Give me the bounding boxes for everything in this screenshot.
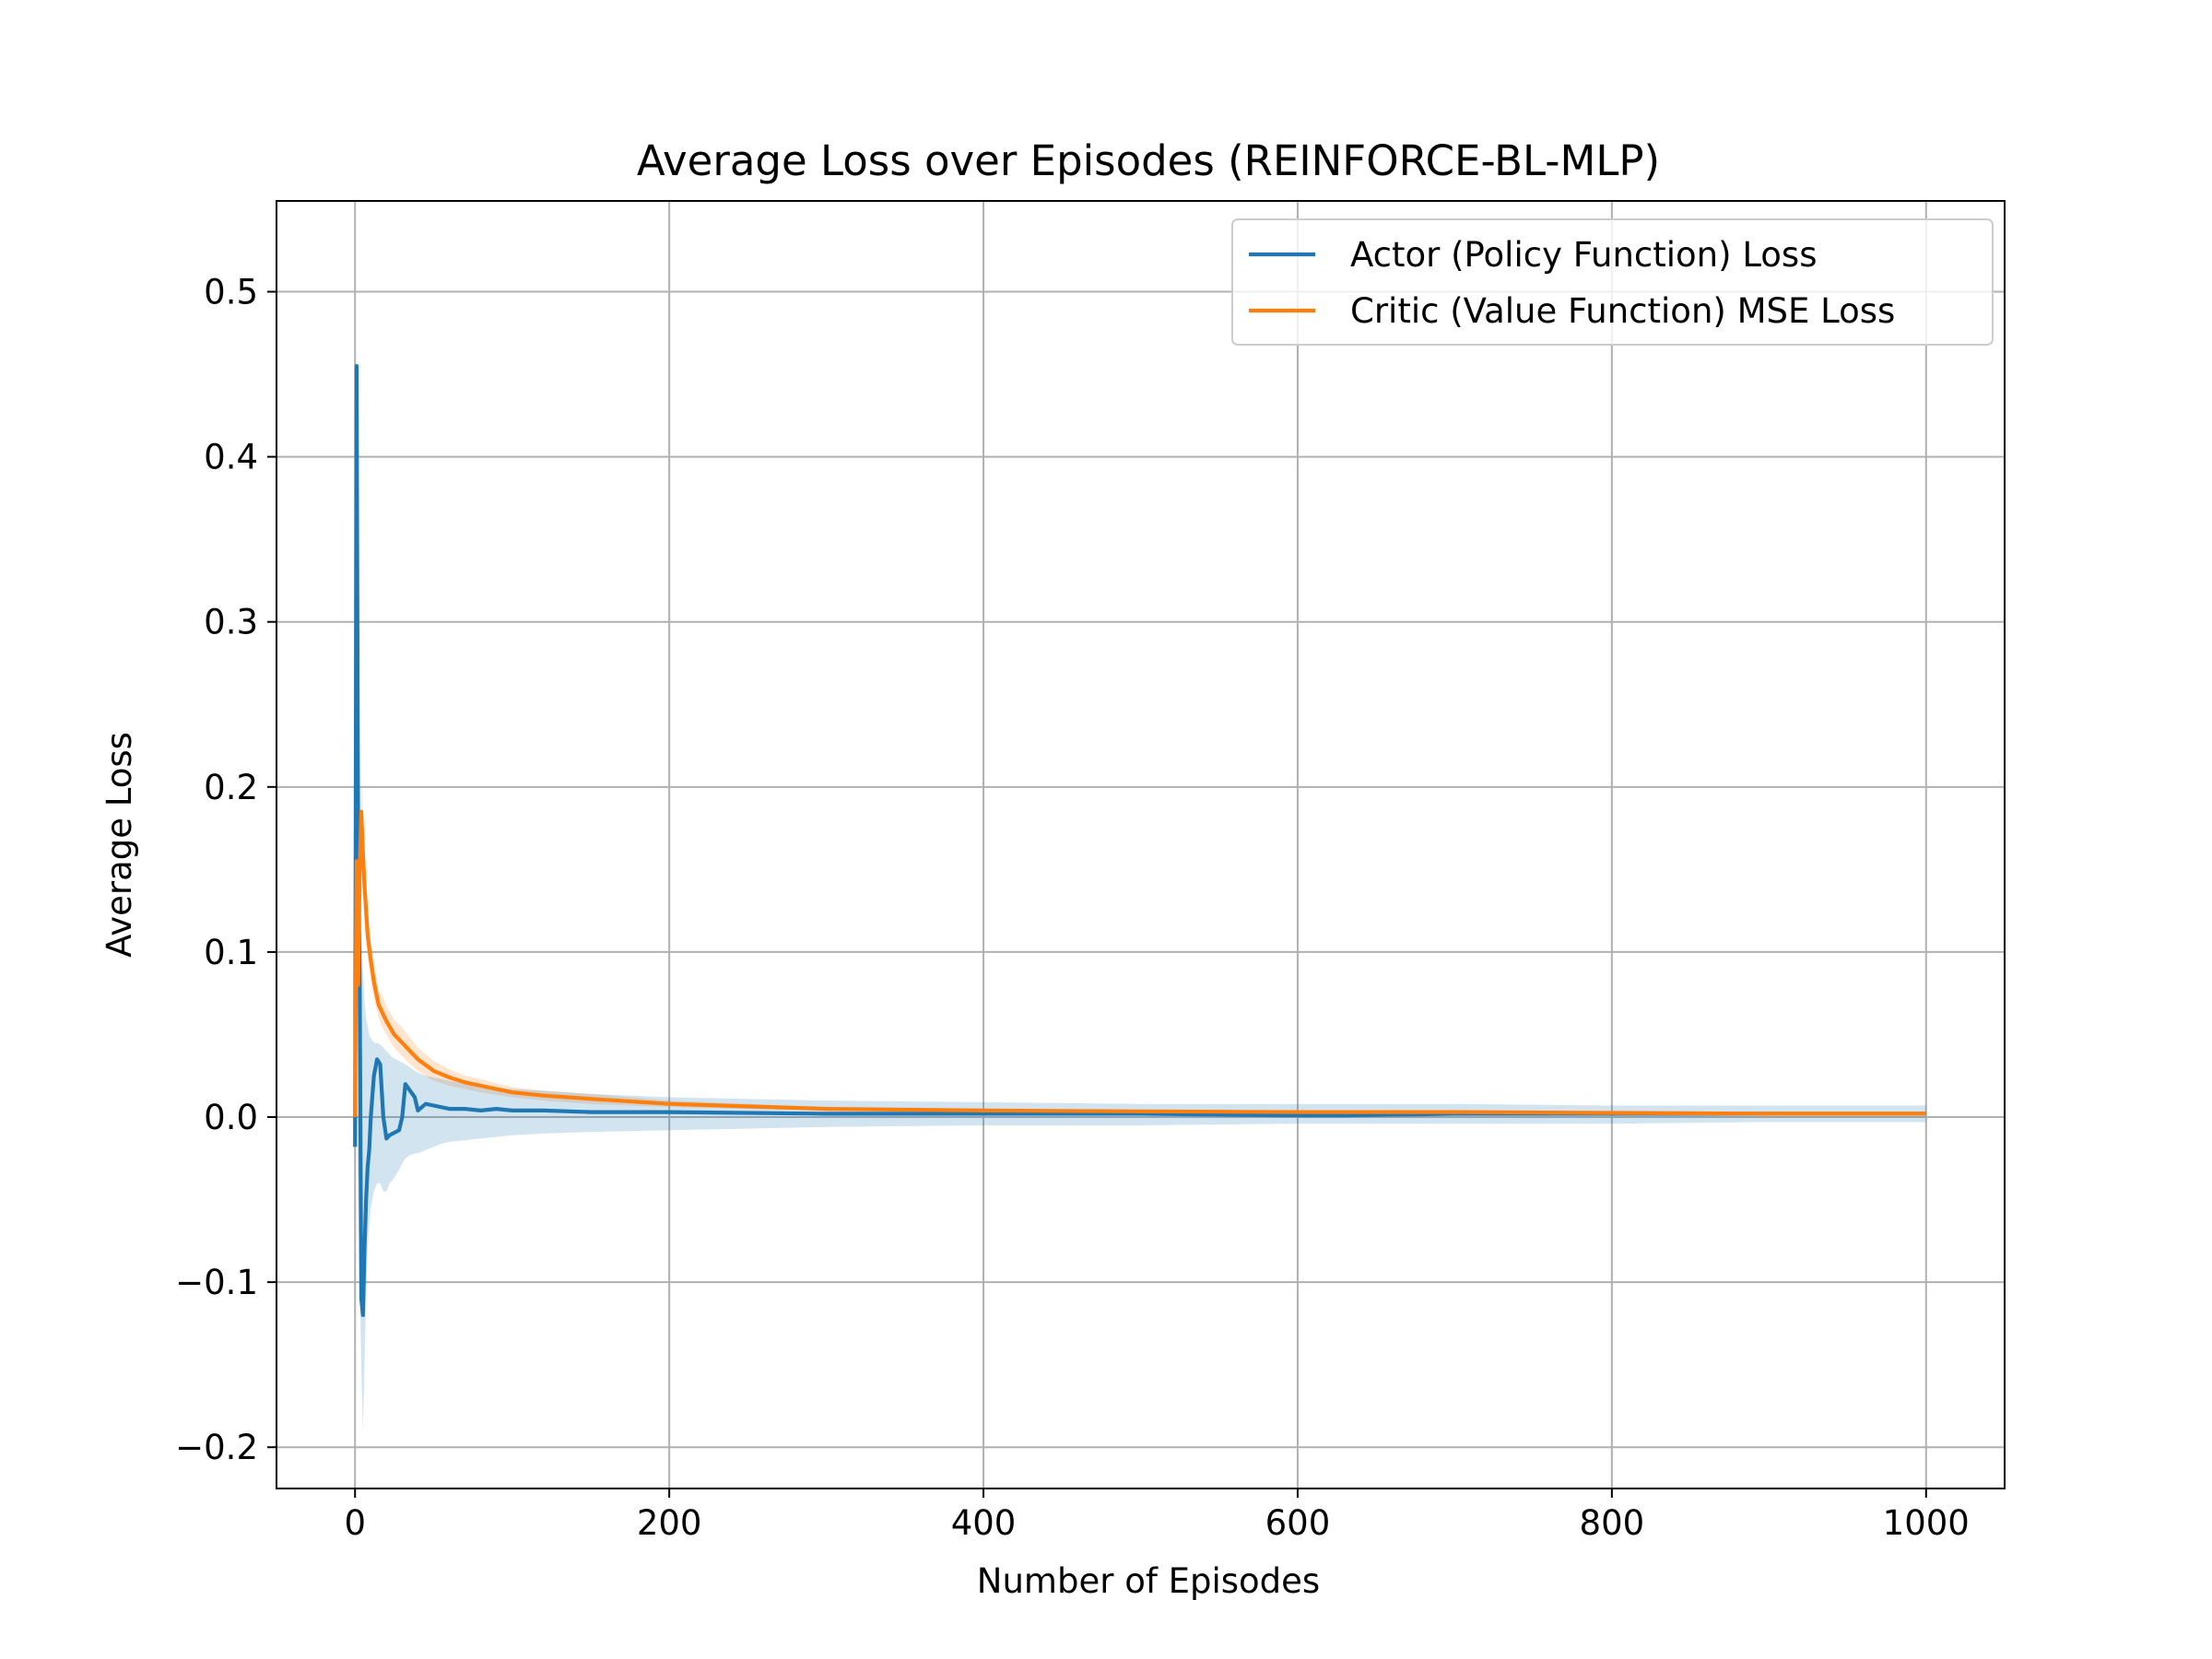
x-axis-title: Number of Episodes <box>977 1561 1320 1601</box>
chart-title: Average Loss over Episodes (REINFORCE-BL… <box>637 136 1660 185</box>
y-axis-title: Average Loss <box>100 732 139 958</box>
series-line <box>353 809 1926 1118</box>
series-line <box>353 364 1926 1318</box>
y-tick-label: −0.2 <box>175 1428 258 1467</box>
legend: Actor (Policy Function) Loss Critic (Valu… <box>1231 218 1994 346</box>
y-tick-label: −0.1 <box>175 1263 258 1302</box>
legend-label: Critic (Value Function) MSE Loss <box>1350 291 1895 331</box>
y-tick-label: 0.1 <box>204 933 258 972</box>
x-tick-label: 800 <box>1580 1503 1645 1543</box>
legend-label: Actor (Policy Function) Loss <box>1350 235 1817 275</box>
grid <box>276 201 2005 1488</box>
y-tick-label: 0.4 <box>204 438 258 477</box>
y-tick-label: 0.3 <box>204 603 258 642</box>
x-tick-label: 400 <box>951 1503 1017 1543</box>
x-tick-label: 200 <box>637 1503 702 1543</box>
x-tick-label: 0 <box>344 1503 366 1543</box>
plot-frame <box>276 200 2006 1489</box>
y-tick-label: 0.0 <box>204 1098 258 1137</box>
y-tick-label: 0.5 <box>204 273 258 312</box>
series-lines <box>353 364 1926 1318</box>
axis-ticks: 0 200 400 600 800 1000 −0.2 −0.1 0.0 0.1 0.2 0.3 0.4… <box>175 273 1970 1543</box>
x-tick-label: 1000 <box>1883 1503 1970 1543</box>
legend-box <box>1231 218 1994 346</box>
x-tick-label: 600 <box>1265 1503 1331 1543</box>
y-tick-label: 0.2 <box>204 768 258 807</box>
